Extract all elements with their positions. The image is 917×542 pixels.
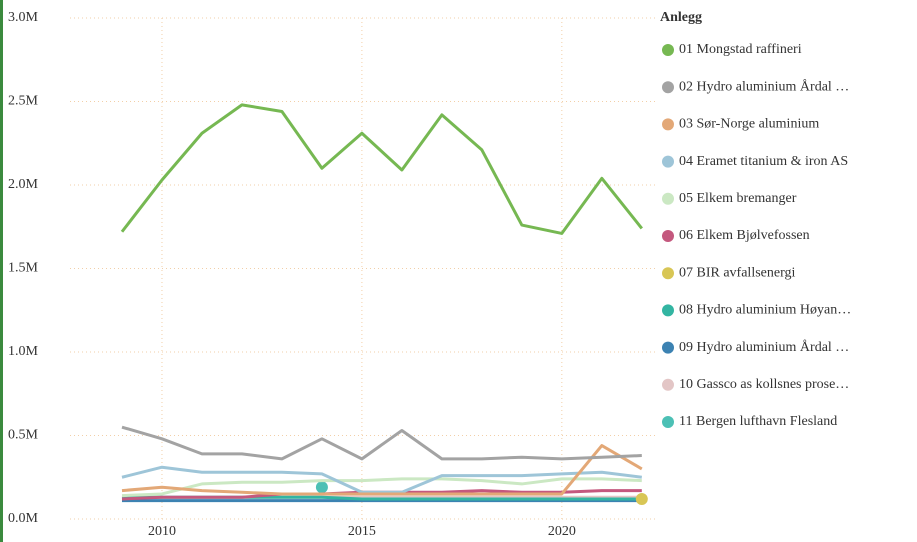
series-line [120, 103, 643, 235]
x-tick-label: 2010 [148, 524, 176, 539]
x-tick-label: 2015 [348, 524, 376, 539]
y-tick-label: 1.0M [8, 344, 39, 359]
legend-label: 06 Elkem Bjølvefossen [679, 228, 810, 243]
legend-marker [662, 416, 674, 428]
y-tick-label: 3.0M [8, 10, 39, 25]
y-tick-label: 1.5M [8, 261, 39, 276]
legend-marker [662, 192, 674, 205]
legend-marker [662, 378, 674, 391]
x-tick-label: 2020 [548, 524, 576, 539]
legend-marker [662, 341, 674, 354]
y-tick-label: 2.0M [8, 177, 39, 192]
legend-label: 01 Mongstad raffineri [679, 42, 802, 57]
legend-label: 08 Hydro aluminium Høyan… [679, 303, 851, 318]
legend-label: 03 Sør-Norge aluminium [679, 117, 819, 132]
y-tick-label: 0.0M [8, 511, 39, 526]
legend-marker [662, 304, 674, 317]
series-line [121, 425, 642, 461]
legend-label: 07 BIR avfallsenergi [679, 265, 795, 280]
point [635, 492, 648, 505]
series-line [121, 465, 642, 494]
legend-marker [662, 44, 674, 56]
legend-marker [662, 267, 674, 280]
legend-title: Anlegg [660, 10, 702, 25]
frame-edge [0, 0, 3, 542]
legend-label: 02 Hydro aluminium Årdal … [679, 78, 849, 94]
y-tick-label: 0.5M [8, 428, 39, 443]
legend-label: 09 Hydro aluminium Årdal … [679, 339, 849, 355]
y-tick-label: 2.5M [8, 94, 39, 109]
legend-marker [662, 155, 674, 168]
legend-marker [662, 118, 674, 131]
series-line [121, 477, 642, 498]
legend-label: 04 Eramet titanium & iron AS [679, 154, 848, 169]
legend-marker [662, 81, 674, 94]
legend-marker [662, 230, 674, 242]
legend-label: 10 Gassco as kollsnes prose… [679, 377, 849, 392]
legend-label: 11 Bergen lufthavn Flesland [679, 414, 837, 429]
series-line [121, 444, 643, 496]
point [315, 481, 328, 494]
legend-label: 05 Elkem bremanger [679, 191, 797, 206]
